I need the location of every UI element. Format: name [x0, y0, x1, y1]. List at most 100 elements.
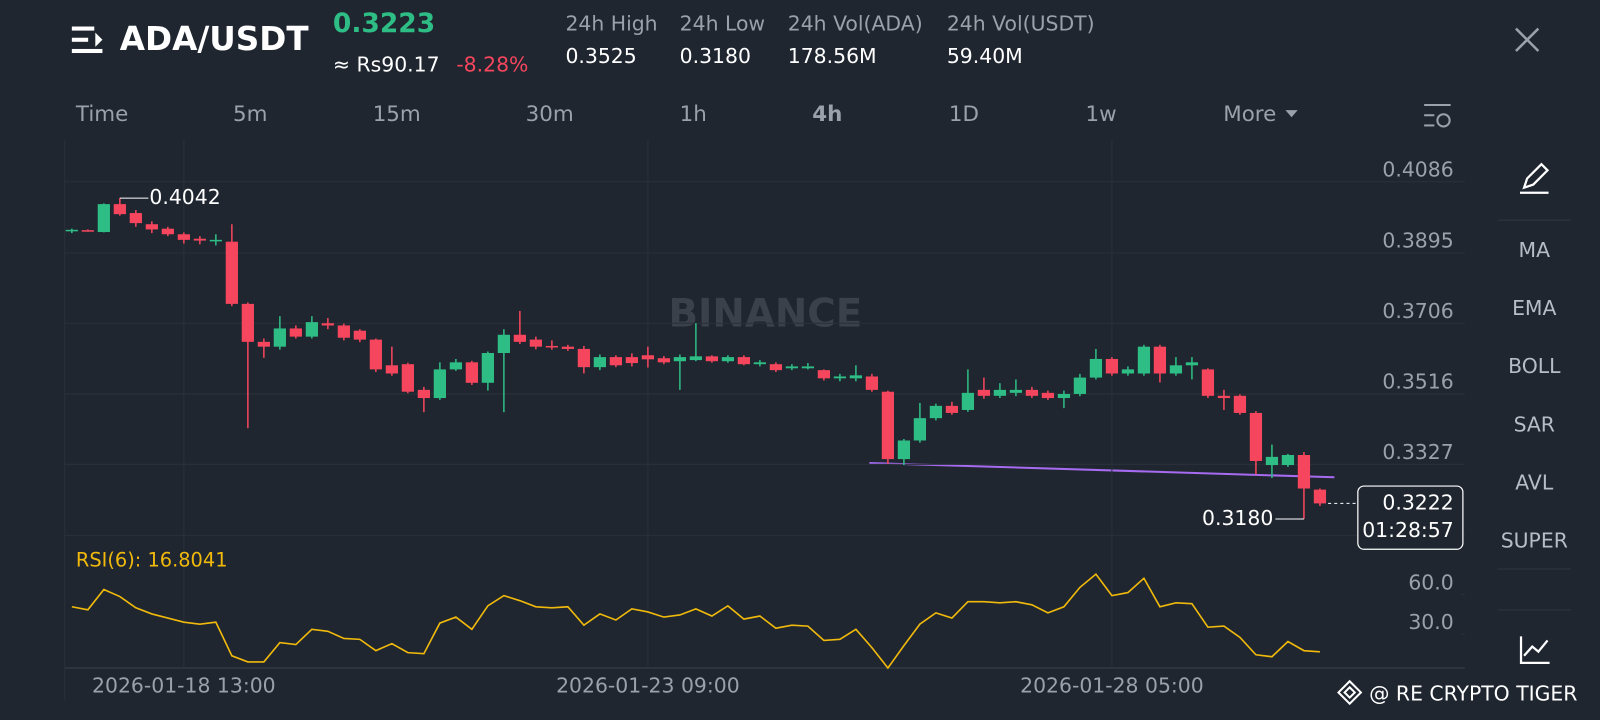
candle-body	[865, 376, 879, 390]
pair[interactable]: ADA/USDT	[120, 20, 310, 58]
draw-icon[interactable]	[1520, 162, 1550, 194]
candle-body	[321, 323, 334, 326]
candle-body	[257, 341, 270, 347]
candle-body	[1281, 455, 1295, 466]
candle-body	[705, 356, 719, 362]
candle-body	[1041, 392, 1055, 399]
indicator-button[interactable]: MA	[1519, 238, 1551, 262]
timeframe-tab[interactable]: 1w	[1086, 102, 1117, 127]
candle-body	[193, 238, 206, 241]
timeframe-tab[interactable]: 4h	[812, 102, 842, 127]
candle-body	[545, 345, 558, 348]
candle-body	[1249, 412, 1263, 461]
candle-body	[929, 405, 943, 419]
candle-body	[241, 303, 254, 342]
candle-body	[1217, 395, 1231, 399]
indicator-button[interactable]: SUPER	[1501, 529, 1568, 553]
change: -8.28%	[456, 52, 528, 76]
timeframe-tab[interactable]: Time	[75, 102, 128, 127]
candle-body	[449, 362, 462, 370]
candle-body	[417, 389, 430, 399]
candle-body	[161, 228, 174, 235]
indicator-chart-icon[interactable]	[1519, 636, 1550, 665]
candle-body	[993, 389, 1007, 396]
candle-body	[977, 389, 991, 396]
indicator-title: RSI(6): 16.8041	[76, 548, 228, 571]
candle-body	[97, 204, 110, 233]
stat-value: 59.40M	[947, 44, 1023, 68]
candle-body	[897, 440, 911, 460]
credit: @ RE CRYPTO TIGER	[1369, 682, 1577, 706]
candle-body	[113, 204, 126, 215]
timeframe-tab[interactable]: 1h	[680, 102, 707, 127]
candle-body	[81, 230, 94, 232]
trend-line[interactable]	[869, 461, 1335, 479]
candle-body	[609, 357, 622, 366]
candle-body	[1057, 393, 1071, 399]
candle-body	[209, 239, 222, 242]
low-label: 0.3180	[1202, 506, 1273, 530]
credit-logo	[1337, 679, 1363, 706]
candle-body	[913, 418, 927, 441]
stat-label: 24h Vol(ADA)	[788, 11, 923, 35]
candle-body	[785, 366, 799, 369]
timeframe-tab[interactable]: More	[1223, 102, 1276, 127]
candle-body	[1025, 389, 1039, 396]
candle-body	[577, 348, 590, 368]
timeframe-tab[interactable]: 1D	[949, 102, 979, 127]
x-tick-label: 2026-01-23 09:00	[556, 673, 740, 697]
candle-body	[465, 362, 478, 383]
candle-body	[1185, 362, 1199, 366]
candle-body	[593, 357, 606, 368]
candle-body	[881, 391, 895, 460]
settings-icon[interactable]	[1424, 104, 1451, 128]
last-price-box	[1357, 485, 1464, 550]
last-price-label: 0.3222	[1382, 490, 1453, 514]
stat-value: 0.3180	[680, 44, 751, 68]
y-tick-label: 0.4086	[1382, 158, 1453, 182]
candle-body	[1009, 389, 1023, 393]
countdown: 01:28:57	[1362, 518, 1454, 542]
candle-body	[849, 375, 863, 379]
indicator-button[interactable]: SAR	[1514, 412, 1555, 436]
candle-body	[385, 365, 398, 374]
candle-body	[369, 339, 382, 370]
candle-body	[737, 357, 751, 365]
timeframe-tab[interactable]: 5m	[233, 102, 267, 127]
candle-body	[641, 355, 655, 360]
candle-body	[145, 224, 158, 230]
timeframe-tab[interactable]: 30m	[526, 102, 574, 127]
candle-body	[289, 328, 302, 337]
candle-body	[1121, 369, 1135, 374]
close-button[interactable]	[1515, 27, 1540, 52]
timeframe-tab[interactable]: 15m	[373, 102, 421, 127]
candle-body	[1073, 377, 1087, 394]
x-tick-label: 2026-01-28 05:00	[1020, 673, 1204, 697]
last-price: 0.3223	[333, 8, 435, 39]
dropdown-arrow[interactable]	[1285, 110, 1298, 118]
y-tick-label: 0.3516	[1382, 370, 1453, 394]
y-tick-label: 0.3327	[1382, 440, 1453, 464]
watermark: BINANCE	[668, 292, 862, 337]
high-label: 0.4042	[149, 185, 220, 209]
candle-body	[1105, 358, 1119, 374]
candle-body	[1313, 489, 1327, 504]
stat-value: 178.56M	[788, 44, 877, 68]
y-tick-label: 0.3895	[1382, 229, 1453, 253]
indicator-button[interactable]: AVL	[1515, 470, 1554, 494]
menu-icon[interactable]	[71, 26, 103, 54]
candle-body	[1297, 455, 1311, 489]
indicator-button[interactable]: EMA	[1512, 296, 1556, 320]
indicator-button[interactable]: BOLL	[1508, 354, 1561, 378]
stat-label: 24h High	[565, 11, 657, 35]
candle-body	[529, 339, 542, 347]
y-tick-label: 0.3706	[1382, 299, 1453, 323]
candle-body	[833, 376, 847, 379]
candle-body	[65, 229, 78, 232]
candle-body	[353, 330, 366, 340]
candle-body	[1169, 365, 1183, 374]
candle-body	[177, 234, 190, 240]
candle-body	[769, 364, 783, 371]
candle-body	[433, 369, 446, 399]
